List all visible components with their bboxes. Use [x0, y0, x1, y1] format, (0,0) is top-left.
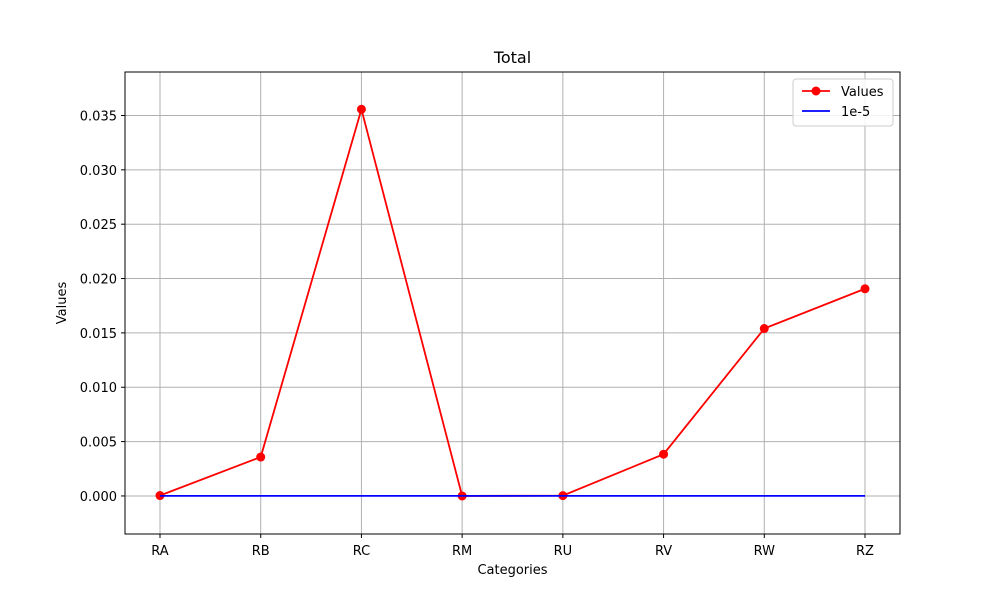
y-axis-label: Values — [55, 282, 70, 325]
legend-entry: Values — [841, 85, 884, 100]
data-point — [659, 449, 669, 459]
x-tick-label: RC — [353, 544, 370, 559]
x-tick-label: RV — [655, 544, 672, 559]
legend-marker — [811, 86, 821, 96]
y-tick-label: 0.015 — [80, 327, 117, 342]
data-point — [356, 104, 366, 114]
y-tick-label: 0.025 — [80, 218, 117, 233]
y-tick-label: 0.000 — [80, 490, 117, 505]
x-tick-label: RW — [754, 544, 776, 559]
y-tick-label: 0.020 — [80, 273, 117, 288]
grid — [125, 72, 900, 534]
y-tick-label: 0.035 — [80, 109, 117, 124]
series-line — [159, 105, 866, 497]
y-tick-label: 0.030 — [80, 164, 117, 179]
plot-frame — [124, 71, 901, 535]
y-tick-label: 0.010 — [80, 381, 117, 396]
x-tick-label: RZ — [856, 544, 874, 559]
y-tick-label: 0.005 — [80, 436, 117, 451]
legend-entry: 1e-5 — [841, 105, 870, 120]
x-tick-label: RA — [151, 544, 169, 559]
x-tick-label: RB — [252, 544, 270, 559]
chart-title: Total — [493, 48, 531, 67]
x-tick-label: RU — [554, 544, 573, 559]
legend: Values 1e-5 — [792, 78, 894, 127]
data-point — [759, 324, 769, 334]
x-tick-label: RM — [452, 544, 472, 559]
data-point — [860, 284, 870, 294]
y-axis: 0.000 0.005 0.010 0.015 0.020 0.025 0.030 0.035 — [80, 109, 125, 505]
x-axis-label: Categories — [477, 563, 547, 578]
data-point — [256, 452, 266, 462]
x-axis: RA RB RC RM RU RV RW RZ — [151, 534, 874, 559]
series-layer — [155, 104, 870, 501]
